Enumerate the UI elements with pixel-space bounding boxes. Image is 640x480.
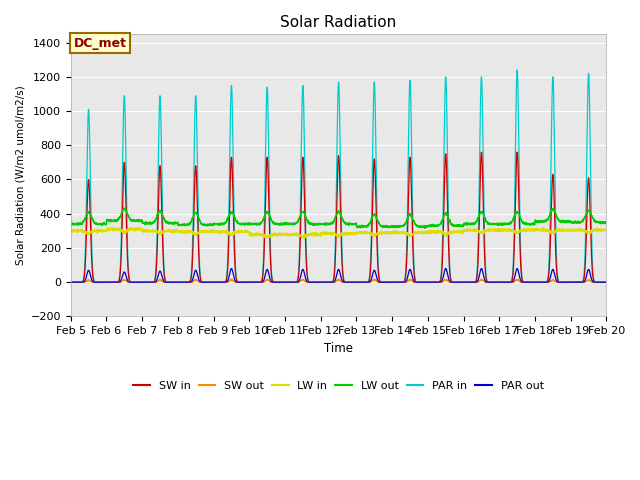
PAR out xyxy=(429,279,436,285)
SW out xyxy=(67,279,75,285)
LW out xyxy=(602,220,610,226)
Line: SW out: SW out xyxy=(71,279,606,282)
PAR in xyxy=(513,67,521,73)
SW out xyxy=(371,276,378,282)
PAR out xyxy=(459,279,467,285)
LW in xyxy=(602,228,610,234)
PAR in xyxy=(458,279,466,285)
SW in xyxy=(489,279,497,285)
PAR out xyxy=(489,279,497,285)
LW in xyxy=(602,225,610,231)
PAR out xyxy=(602,279,610,285)
SW out xyxy=(429,279,437,285)
LW out xyxy=(429,222,437,228)
PAR in xyxy=(602,279,609,285)
LW in xyxy=(429,228,436,234)
LW out xyxy=(67,220,75,226)
PAR out xyxy=(67,279,75,285)
Title: Solar Radiation: Solar Radiation xyxy=(280,15,397,30)
LW in xyxy=(163,228,171,234)
LW in xyxy=(459,228,467,234)
X-axis label: Time: Time xyxy=(324,342,353,355)
LW out xyxy=(319,221,326,227)
LW in xyxy=(319,230,326,236)
Line: PAR in: PAR in xyxy=(71,70,606,282)
PAR out xyxy=(602,279,609,285)
LW out xyxy=(489,221,497,227)
LW in xyxy=(540,224,547,230)
SW in xyxy=(319,279,326,285)
SW out xyxy=(489,279,497,285)
Line: LW out: LW out xyxy=(71,208,606,228)
Line: LW in: LW in xyxy=(71,227,606,240)
SW out xyxy=(67,279,75,285)
PAR in xyxy=(67,279,75,285)
PAR out xyxy=(163,279,171,285)
SW out xyxy=(602,279,610,285)
LW out xyxy=(602,219,610,225)
Legend: SW in, SW out, LW in, LW out, PAR in, PAR out: SW in, SW out, LW in, LW out, PAR in, PA… xyxy=(129,377,548,396)
SW in xyxy=(429,279,436,285)
SW in xyxy=(67,279,75,285)
LW out xyxy=(459,223,467,229)
PAR in xyxy=(602,279,610,285)
LW out xyxy=(163,219,171,225)
SW in xyxy=(458,279,466,285)
PAR in xyxy=(163,279,171,285)
LW out xyxy=(421,226,429,231)
SW out xyxy=(319,279,326,285)
SW in xyxy=(602,279,609,285)
PAR in xyxy=(319,279,326,285)
SW out xyxy=(459,279,467,285)
LW in xyxy=(67,228,75,234)
LW in xyxy=(489,228,497,233)
SW out xyxy=(602,279,610,285)
LW out xyxy=(120,205,128,211)
Y-axis label: Solar Radiation (W/m2 umol/m2/s): Solar Radiation (W/m2 umol/m2/s) xyxy=(15,85,25,265)
PAR out xyxy=(228,265,236,271)
SW in xyxy=(163,279,171,285)
SW out xyxy=(163,279,171,285)
Text: DC_met: DC_met xyxy=(74,36,127,49)
SW in xyxy=(477,149,485,155)
SW in xyxy=(602,279,610,285)
PAR out xyxy=(319,279,326,285)
Line: PAR out: PAR out xyxy=(71,268,606,282)
Line: SW in: SW in xyxy=(71,152,606,282)
PAR in xyxy=(489,279,497,285)
LW in xyxy=(300,237,308,242)
PAR in xyxy=(429,279,436,285)
